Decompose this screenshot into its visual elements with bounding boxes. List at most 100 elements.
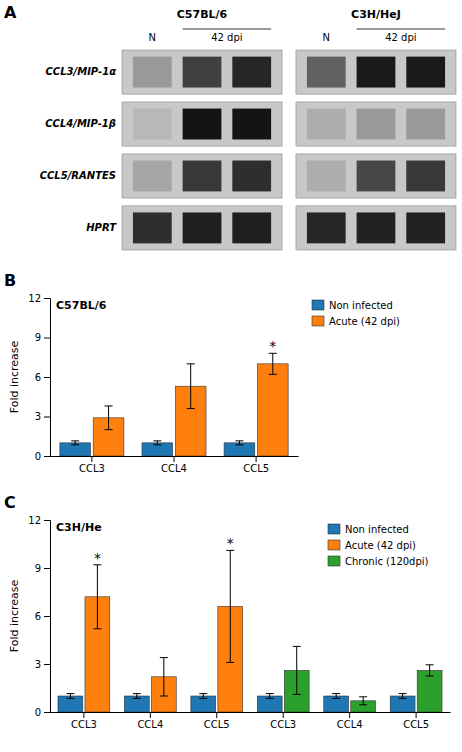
tick-mark — [216, 712, 217, 718]
error-cap — [269, 374, 277, 375]
blot-background — [296, 154, 456, 198]
row-label: HPRT — [86, 222, 117, 233]
error-cap — [235, 440, 243, 441]
error-bar — [136, 694, 137, 699]
blot-band — [357, 161, 396, 192]
error-cap — [66, 698, 74, 699]
x-axis: CCL3CCL4CCL5CCL3CCL4CCL5 — [51, 712, 451, 730]
blot-background — [296, 102, 456, 146]
error-cap — [293, 646, 301, 647]
tick: 3 — [35, 411, 50, 422]
tick: 6 — [35, 372, 50, 383]
panel-title: B — [4, 271, 16, 290]
tick-mark — [44, 298, 50, 299]
tick: CCL5 — [403, 712, 429, 730]
error-bar — [190, 364, 191, 409]
error-cap — [93, 628, 101, 629]
subtitle: C57BL/6 — [56, 299, 107, 312]
error-cap — [235, 444, 243, 445]
blot-background — [296, 50, 456, 94]
blot-band — [232, 109, 271, 140]
error-bar — [272, 353, 273, 374]
blot-band — [183, 212, 222, 243]
blot-band — [232, 161, 271, 192]
tick: 12 — [28, 515, 50, 526]
blot-band — [406, 109, 445, 140]
panel-c: 036912CCL3CCL4CCL5CCL3CCL4CCL5**CC3H/HeF… — [4, 493, 451, 730]
blot-marks — [122, 50, 456, 250]
bar — [60, 443, 91, 456]
bar — [417, 670, 442, 712]
legend-label: Acute (42 dpi) — [329, 316, 400, 327]
blot-band — [307, 212, 346, 243]
blot-band — [406, 161, 445, 192]
plot-area — [60, 353, 288, 456]
panel-title: C — [4, 493, 16, 512]
tick-mark — [44, 568, 50, 569]
tick-label: 9 — [35, 332, 41, 343]
panel-title: A — [4, 3, 17, 22]
tick: 6 — [35, 611, 50, 622]
tick: 9 — [35, 332, 50, 343]
error-cap — [266, 693, 274, 694]
figure: ACCL3/MIP-1αCCL4/MIP-1βCCL5/RANTESHPRTC5… — [0, 0, 462, 752]
bar — [390, 696, 415, 712]
error-cap — [160, 657, 168, 658]
lane-label: 42 dpi — [211, 32, 242, 43]
tick: 0 — [35, 451, 50, 462]
blot-band — [357, 57, 396, 88]
blot-band — [357, 212, 396, 243]
error-cap — [266, 698, 274, 699]
tick-label: 3 — [35, 659, 41, 670]
tick-label: CCL5 — [243, 463, 269, 474]
bar — [58, 696, 83, 712]
tick-label: 6 — [35, 611, 41, 622]
plot-area — [58, 550, 442, 712]
error-bar — [75, 441, 76, 445]
blot-band — [232, 57, 271, 88]
tick: CCL3 — [71, 712, 97, 730]
row-label: CCL4/MIP-1β — [45, 118, 116, 129]
axis-line — [51, 712, 451, 713]
error-bar — [163, 658, 164, 696]
lane-overline — [357, 29, 445, 30]
lane-label: 42 dpi — [385, 32, 416, 43]
error-cap — [187, 363, 195, 364]
error-bar — [97, 565, 98, 629]
error-cap — [66, 693, 74, 694]
tick: 3 — [35, 659, 50, 670]
legend-label: Non infected — [345, 524, 409, 535]
lane-label: N — [149, 32, 156, 43]
row-label: CCL3/MIP-1α — [46, 66, 117, 77]
tick: CCL4 — [337, 712, 363, 730]
blot-background — [296, 206, 456, 250]
tick: CCL3 — [270, 712, 296, 730]
tick-mark — [44, 520, 50, 521]
error-cap — [160, 696, 168, 697]
blot-band — [133, 57, 172, 88]
tick-label: 0 — [35, 707, 41, 718]
blot-background — [122, 50, 282, 94]
y-axis: 036912 — [28, 293, 50, 462]
blot-band — [183, 161, 222, 192]
error-bar — [269, 694, 270, 699]
error-cap — [199, 698, 207, 699]
blot-band — [183, 109, 222, 140]
annotation: * — [227, 535, 234, 551]
tick-mark — [44, 664, 50, 665]
y-axis: 0 3 6 9 12 — [28, 515, 50, 718]
tick: 9 — [35, 563, 50, 574]
error-cap — [105, 405, 113, 406]
tick-mark — [44, 456, 50, 457]
error-cap — [332, 693, 340, 694]
legend-label: Chronic (120dpi) — [345, 556, 429, 567]
blot-band — [183, 57, 222, 88]
blot-band — [307, 57, 346, 88]
annotation: * — [94, 550, 101, 566]
error-cap — [426, 676, 434, 677]
tick-label: 3 — [35, 411, 41, 422]
error-cap — [105, 429, 113, 430]
tick-label: CCL4 — [137, 719, 163, 730]
bar — [324, 696, 349, 712]
tick: CCL4 — [161, 456, 187, 474]
